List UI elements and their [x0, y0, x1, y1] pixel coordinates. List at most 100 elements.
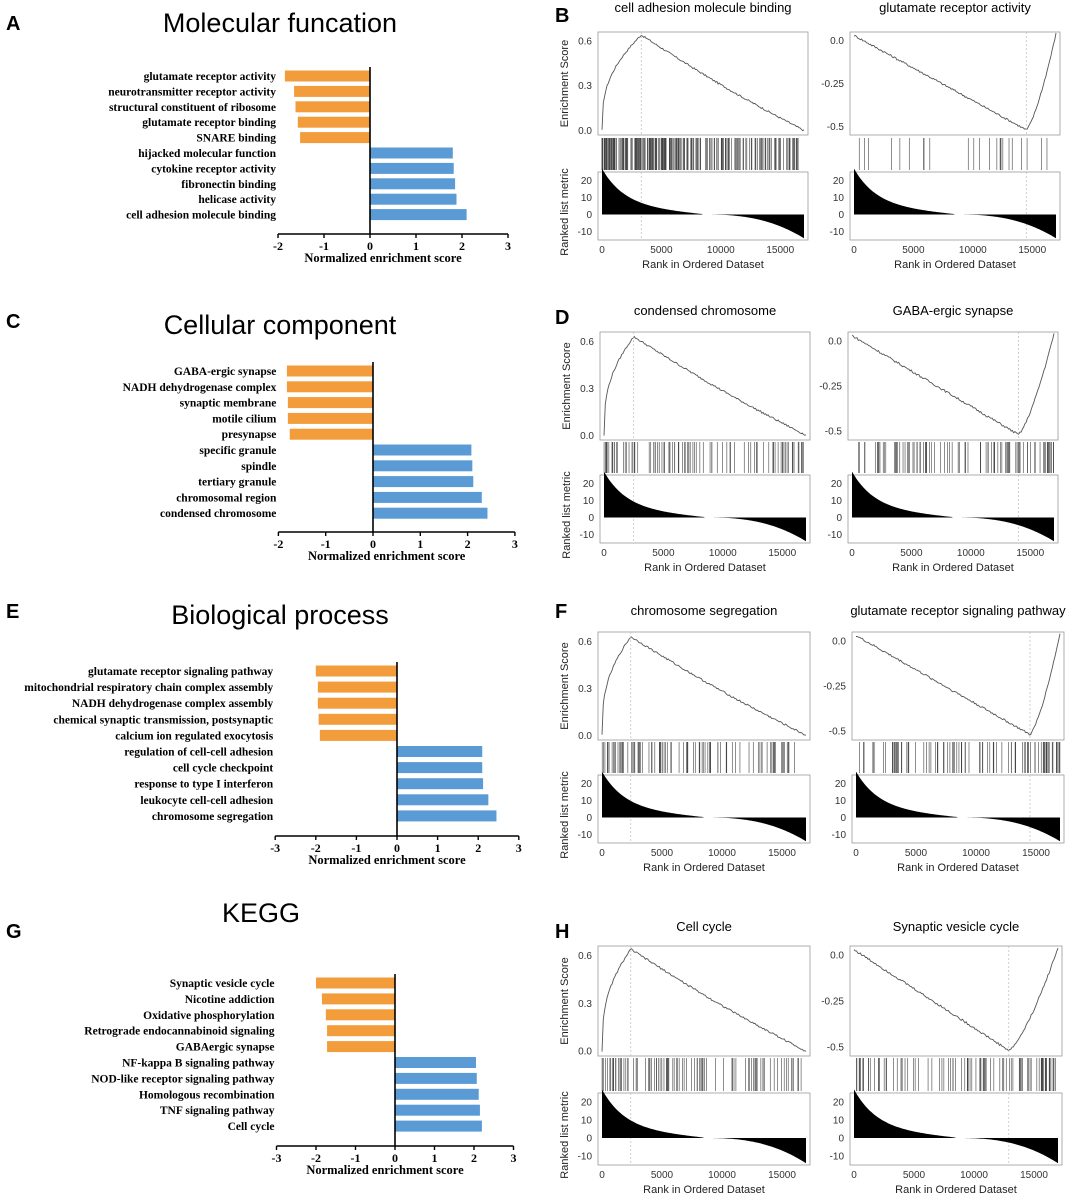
x-tick-label: 0 — [599, 245, 605, 256]
es-curve — [855, 633, 1061, 736]
bar — [370, 209, 467, 221]
es-axis-label: Enrichment Score — [561, 342, 573, 429]
rank-tick-label: 10 — [833, 1116, 845, 1127]
x-tick-label: 3 — [511, 1151, 517, 1165]
ranked-metric-area — [856, 771, 1060, 842]
x-tick-label: 5000 — [905, 848, 928, 859]
es-frame — [849, 945, 1063, 1057]
bar — [321, 993, 395, 1005]
x-tick-label: 0 — [370, 537, 376, 551]
x-tick-label: 10000 — [959, 245, 987, 256]
panel-letter-f: F — [555, 601, 567, 623]
gsea-plot-b: glutamate receptor activity 0.0 -0.25 -0.5 2… — [821, 0, 1061, 271]
x-tick-label: 10000 — [709, 548, 737, 559]
bar — [295, 101, 370, 113]
bar — [395, 1057, 476, 1068]
panel-letter-g: G — [6, 921, 22, 943]
x-tick-label: 0 — [599, 848, 605, 859]
es-tick-label: 0.0 — [832, 637, 846, 648]
x-axis-label: Rank in Ordered Dataset — [897, 862, 1019, 874]
rank-tick-label: 10 — [835, 796, 847, 807]
ranked-metric-area — [602, 771, 806, 842]
x-tick-label: 5000 — [651, 848, 674, 859]
rank-frame — [597, 774, 811, 844]
bar — [395, 1104, 480, 1116]
x-tick-label: -2 — [311, 1151, 321, 1165]
gsea-title: Cell cycle — [676, 919, 732, 934]
bar-term-label: Homologous recombination — [139, 1089, 275, 1101]
bar-term-label: specific granule — [199, 445, 276, 457]
panel-letter-c: C — [6, 311, 20, 333]
x-tick-label: 10000 — [708, 848, 736, 859]
es-tick-label: -0.5 — [827, 1042, 845, 1053]
ranked-metric-area — [854, 1089, 1058, 1164]
bar-chart-c: GABA-ergic synapse NADH dehydrogenase com… — [123, 362, 518, 563]
gsea-title: glutamate receptor signaling pathway — [850, 603, 1066, 618]
x-tick-label: 5000 — [650, 245, 673, 256]
es-tick-label: 0.6 — [578, 637, 592, 648]
es-tick-label: -0.25 — [823, 682, 846, 693]
x-tick-label: 0 — [367, 239, 373, 253]
x-tick-label: 1 — [432, 1151, 438, 1165]
x-tick-label: 15000 — [768, 848, 796, 859]
bar-term-label: tertiary granule — [198, 477, 276, 489]
bar — [287, 397, 373, 409]
bar-term-label: calcium ion regulated exocytosis — [115, 730, 273, 742]
rank-axis-label: Ranked list metric — [561, 471, 573, 559]
bar-term-label: helicase activity — [198, 194, 276, 206]
es-tick-label: 0.6 — [578, 951, 592, 962]
x-tick-label: 1 — [435, 841, 441, 855]
rank-tick-label: -10 — [578, 830, 593, 841]
bar — [395, 1072, 477, 1084]
rank-tick-label: 10 — [831, 496, 843, 507]
x-tick-label: 15000 — [1016, 548, 1044, 559]
gsea-plot-f: chromosome segregation 0.6 0.3 0.0 20 10 0 -10 0… — [559, 603, 811, 874]
bar — [395, 1120, 482, 1132]
rank-tick-label: 0 — [588, 513, 594, 524]
gsea-plot-f: glutamate receptor signaling pathway 0.0 -… — [823, 603, 1066, 874]
x-tick-label: -1 — [321, 537, 331, 551]
x-tick-label: 3 — [505, 239, 511, 253]
es-curve — [601, 636, 807, 736]
x-tick-label: 0 — [599, 1170, 605, 1181]
bar-chart-title-e: Biological process — [171, 600, 389, 630]
bar — [397, 810, 497, 822]
rank-tick-label: -10 — [578, 227, 593, 238]
bar-term-label: condensed chromosome — [160, 508, 276, 520]
bar-term-label: presynapse — [222, 429, 277, 441]
bar-term-label: TNF signaling pathway — [160, 1105, 275, 1117]
rank-tick-label: 20 — [831, 479, 843, 490]
x-tick-label: -3 — [270, 841, 280, 855]
bar-term-label: chemical synaptic transmission, postsyna… — [53, 714, 273, 726]
x-tick-label: 2 — [475, 841, 481, 855]
rank-frame — [599, 474, 811, 544]
es-curve — [851, 333, 1055, 435]
x-tick-label: 0 — [394, 841, 400, 855]
x-axis-label: Rank in Ordered Dataset — [894, 259, 1016, 271]
gsea-plot-h: Synaptic vesicle cycle0.0-0.25-0.520100-… — [821, 919, 1063, 1196]
x-tick-label: 15000 — [1022, 848, 1050, 859]
gsea-title: chromosome segregation — [631, 603, 778, 618]
rank-tick-label: 20 — [581, 779, 593, 790]
rank-tick-label: 20 — [833, 176, 845, 187]
es-tick-label: 0.3 — [580, 384, 594, 395]
x-tick-label: 2 — [465, 537, 471, 551]
es-tick-label: 0.0 — [578, 1047, 592, 1058]
x-tick-label: 15000 — [768, 548, 796, 559]
bar-term-label: GABAergic synapse — [176, 1042, 275, 1054]
bar-term-label: cytokine receptor activity — [151, 163, 276, 175]
gsea-plot-b: cell adhesion molecule binding 0.6 0.3 0.0 2… — [559, 0, 809, 271]
rank-tick-label: 20 — [833, 1098, 845, 1109]
es-curve — [603, 335, 807, 436]
bar-term-label: SNARE binding — [196, 133, 276, 145]
bar-chart-title-g: KEGG — [222, 898, 300, 928]
x-tick-label: -2 — [311, 841, 321, 855]
x-tick-label: -2 — [273, 239, 283, 253]
es-tick-label: 0.3 — [578, 999, 592, 1010]
es-tick-label: -0.5 — [829, 727, 847, 738]
rank-tick-label: -10 — [580, 530, 595, 541]
rank-tick-label: -10 — [832, 830, 847, 841]
bar — [327, 1041, 395, 1053]
x-tick-label: 0 — [849, 548, 855, 559]
rank-frame — [849, 1092, 1063, 1166]
